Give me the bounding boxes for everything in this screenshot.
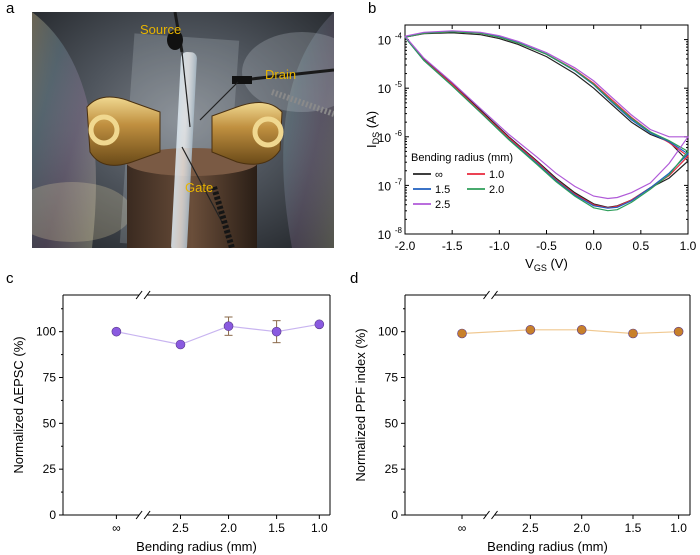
panel-letter-b: b — [368, 0, 377, 17]
series-curve-2 — [404, 30, 689, 209]
plot-frame — [404, 24, 689, 235]
x-label-main: V — [525, 256, 534, 271]
panel-letter-d: d — [350, 270, 359, 287]
x-tick-label: 2.0 — [573, 521, 590, 535]
x-tick-label: -2.0 — [395, 239, 416, 253]
y-tick-label: 50 — [43, 416, 57, 430]
y-tick-label: 0 — [49, 508, 56, 522]
x-tick-label: 1.0 — [680, 239, 697, 253]
data-point-3 — [628, 328, 638, 339]
x-tick-label: -1.5 — [442, 239, 463, 253]
x-tick-label: 0.5 — [632, 239, 649, 253]
data-point-4 — [673, 326, 684, 337]
y-tick-label-exp: -4 — [395, 32, 403, 41]
y-tick-label: 75 — [43, 371, 57, 385]
series-line — [116, 323, 320, 346]
x-tick-label: ∞ — [112, 521, 121, 535]
data-point-2 — [576, 325, 587, 335]
y-axis-label: Normalized PPF index (%) — [353, 328, 368, 481]
y-axis-label: IDS (A) — [364, 111, 381, 148]
label-source: Source — [140, 22, 181, 37]
x-tick-label: 2.5 — [522, 521, 539, 535]
x-tick-label: 1.0 — [311, 521, 328, 535]
x-tick-label: 1.5 — [625, 521, 642, 535]
axis-break-mark-a1 — [135, 290, 143, 300]
axis-break-mark-a0 — [135, 510, 143, 520]
legend-label-3: 2.0 — [489, 184, 504, 196]
x-tick-label: -1.0 — [489, 239, 510, 253]
legend-label-0: ∞ — [435, 169, 443, 181]
series-curve-4 — [404, 30, 690, 200]
data-point-1 — [175, 339, 186, 350]
data-point-1 — [525, 325, 536, 335]
y-tick-label-base: 10 — [378, 131, 392, 145]
y-tick-label-base: 10 — [378, 82, 392, 96]
series-curve-1 — [404, 31, 689, 209]
data-point-3 — [271, 326, 282, 337]
x-tick-label: -0.5 — [536, 239, 557, 253]
y-tick-label: 100 — [378, 325, 398, 339]
x-tick-label: 2.5 — [172, 521, 189, 535]
y-tick-label-exp: -5 — [395, 80, 403, 89]
series-curve-0 — [404, 32, 689, 208]
legend-title: Bending radius (mm) — [411, 152, 513, 164]
y-tick-label: 25 — [43, 462, 57, 476]
device-photo-illustration: Source Drain Gate — [32, 12, 334, 248]
y-tick-label-exp: -6 — [395, 129, 403, 138]
y-label-unit: (A) — [364, 111, 379, 132]
x-tick-label: 2.0 — [220, 521, 237, 535]
series-line — [461, 329, 679, 335]
y-axis-label: Normalized ΔEPSC (%) — [11, 336, 26, 473]
label-gate: Gate — [185, 180, 213, 195]
axis-break-mark-b1 — [143, 290, 151, 300]
y-tick-label-exp: -8 — [395, 226, 403, 235]
panel-letter-c: c — [6, 270, 14, 287]
x-axis-label: Bending radius (mm) — [487, 539, 608, 554]
y-tick-label-base: 10 — [378, 228, 392, 242]
axis-break-mark-b0 — [143, 510, 151, 520]
x-label-sub: GS — [534, 263, 547, 273]
data-point-0 — [457, 328, 467, 339]
x-label-unit: (V) — [547, 256, 568, 271]
y-tick-label: 100 — [36, 325, 56, 339]
device-photo: Source Drain Gate — [32, 12, 334, 248]
y-tick-label: 25 — [385, 462, 399, 476]
x-tick-label: 1.5 — [268, 521, 285, 535]
x-axis-label: Bending radius (mm) — [136, 539, 257, 554]
x-tick-label: ∞ — [458, 521, 467, 535]
axis-break-mark-a0 — [483, 510, 490, 520]
series-curve-3 — [404, 31, 689, 212]
y-tick-label: 75 — [385, 371, 399, 385]
y-label-main: I — [364, 144, 379, 148]
x-tick-label: 0.0 — [585, 239, 602, 253]
legend-label-2: 1.5 — [435, 184, 450, 196]
y-tick-label: 0 — [391, 508, 398, 522]
y-tick-label-base: 10 — [378, 34, 392, 48]
axis-break-mark-a1 — [483, 290, 490, 300]
data-point-0 — [111, 326, 122, 337]
data-point-2 — [223, 321, 234, 331]
axis-break-mark-b0 — [491, 510, 498, 520]
axis-break-mark-b1 — [491, 290, 498, 300]
legend-label-1: 1.0 — [489, 169, 504, 181]
x-axis-label: VGS (V) — [525, 256, 568, 273]
y-label-sub: DS — [371, 132, 381, 145]
x-tick-label: 1.0 — [670, 521, 687, 535]
legend-label-4: 2.5 — [435, 199, 450, 211]
data-point-4 — [314, 319, 325, 330]
label-drain: Drain — [265, 67, 296, 82]
panel-letter-a: a — [6, 0, 15, 17]
y-tick-label-base: 10 — [378, 179, 392, 193]
y-tick-label-exp: -7 — [395, 177, 403, 186]
y-tick-label: 50 — [385, 416, 399, 430]
